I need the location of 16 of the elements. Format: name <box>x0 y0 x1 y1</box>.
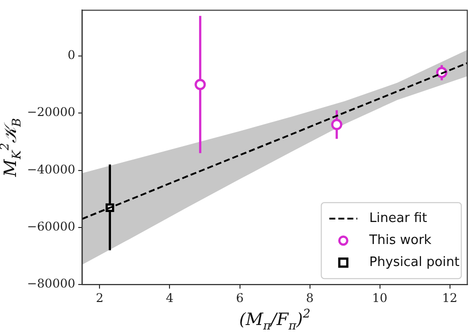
y-tick-label: 0 <box>68 48 76 62</box>
x-tick-label: 6 <box>236 290 244 305</box>
y-tick-label: −60000 <box>26 220 76 234</box>
y-tick-label: −20000 <box>26 105 76 120</box>
point <box>331 118 342 130</box>
x-tick-label: 8 <box>306 290 314 305</box>
point <box>194 78 206 90</box>
x-tick-label: 12 <box>442 290 458 305</box>
x-tick-label: 4 <box>166 290 174 305</box>
y-tick-label: −40000 <box>26 162 76 176</box>
y-tick-label: −80000 <box>26 276 76 291</box>
x-tick-label: 10 <box>372 290 388 305</box>
x-tick-label: 2 <box>96 290 104 305</box>
legend-label: Physical point <box>369 254 460 270</box>
legend-label: This work <box>368 232 432 248</box>
legend-label: Linear fit <box>369 210 428 226</box>
